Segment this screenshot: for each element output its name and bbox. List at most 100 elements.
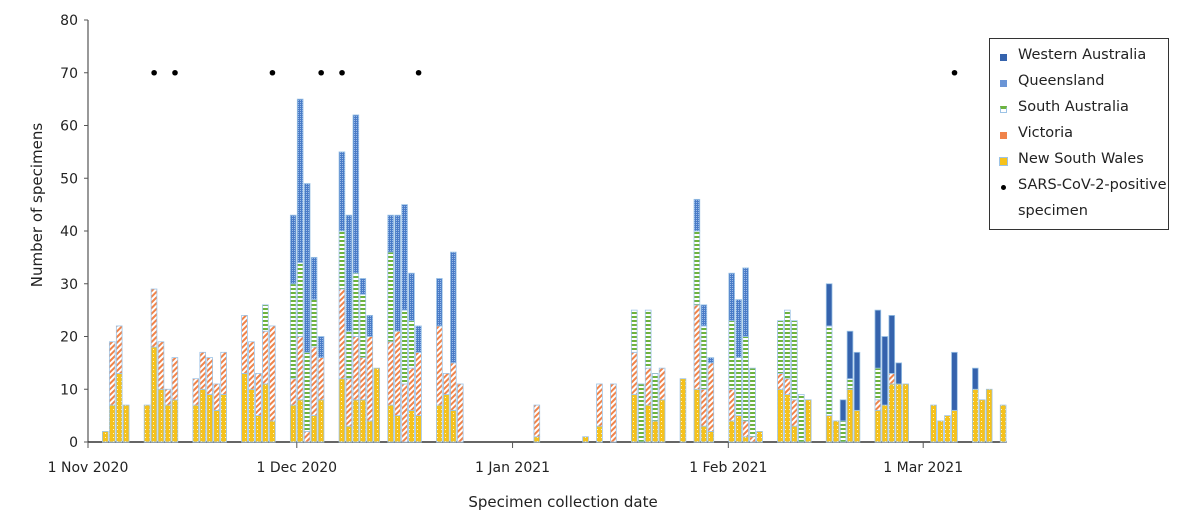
bar-stack (700, 304, 708, 443)
bar-segment-nsw (791, 425, 798, 443)
bar-stack (115, 325, 123, 443)
bar-segment-wa (839, 399, 847, 422)
legend-swatch (1000, 80, 1007, 87)
bars (102, 98, 1007, 443)
bar-segment-qld (394, 214, 401, 332)
bar-segment-nsw (895, 383, 903, 443)
positive-marker (339, 69, 345, 76)
bar-stack (213, 383, 220, 443)
bar-segment-vic (415, 351, 422, 417)
bar-stack (888, 314, 896, 443)
bar-stack (839, 399, 847, 443)
bar-stack (199, 351, 207, 443)
bar-segment-vic (262, 330, 269, 385)
legend-label: Queensland (1018, 73, 1105, 89)
bar-segment-vic (366, 336, 374, 422)
bar-segment-sa (637, 383, 645, 443)
bar-segment-sa (798, 394, 805, 443)
bar-segment-vic (220, 351, 227, 395)
bar-segment-nsw (658, 399, 666, 443)
bar-segment-nsw (143, 404, 151, 443)
x-tick-label: 1 Mar 2021 (883, 460, 963, 476)
bar-segment-nsw (693, 388, 701, 443)
bar-segment-qld (387, 214, 394, 253)
bar-stack (610, 383, 617, 443)
positive-marker (269, 69, 276, 76)
bar-segment-nsw (832, 420, 840, 443)
bar-segment-nsw (846, 388, 854, 443)
bar-stack (150, 288, 158, 443)
bar-segment-nsw (937, 420, 944, 443)
bar-segment-qld (735, 299, 742, 359)
bar-stack (303, 183, 311, 443)
bar-stack (296, 98, 304, 443)
bar-stack (791, 320, 798, 443)
bar-segment-nsw (930, 404, 937, 443)
bar-segment-vic (742, 420, 749, 438)
bar-segment-nsw (978, 399, 986, 443)
bar-stack (756, 431, 763, 443)
bar-segment-sa (791, 320, 798, 401)
bar-segment-sa (262, 304, 269, 332)
legend-label: Victoria (1018, 125, 1074, 141)
bar-segment-nsw (644, 404, 652, 443)
bar-segment-qld (707, 357, 715, 364)
bar-segment-nsw (317, 399, 325, 443)
bar-segment-vic (164, 388, 172, 406)
bar-segment-vic (610, 383, 617, 443)
bar-segment-vic (206, 357, 213, 395)
bar-segment-nsw (171, 399, 179, 443)
bar-segment-nsw (255, 415, 262, 443)
bar-segment-sa (352, 272, 360, 337)
bar-segment-nsw (679, 378, 687, 443)
bar-segment-qld (436, 278, 443, 327)
bar-segment-nsw (972, 388, 979, 443)
bar-segment-nsw (450, 409, 457, 443)
bar-stack (853, 351, 861, 443)
bar-stack (651, 373, 659, 443)
bar-segment-vic (700, 388, 708, 427)
bar-segment-wa (853, 351, 861, 411)
bar-stack (707, 357, 715, 443)
y-axis-title: Number of specimens (28, 123, 46, 288)
bar-stack (742, 267, 749, 443)
bar-segment-nsw (742, 436, 749, 443)
bar-stack (206, 357, 213, 443)
bar-segment-nsw (387, 404, 394, 443)
x-tick-label: 1 Nov 2020 (48, 460, 129, 476)
bar-segment-vic (408, 367, 415, 411)
bar-stack (937, 420, 944, 443)
legend-label: New South Wales (1018, 151, 1144, 167)
bar-stack (679, 378, 687, 443)
bar-segment-nsw (394, 415, 401, 443)
bar-stack (825, 283, 833, 443)
bar-stack (944, 415, 951, 443)
bar-stack (693, 198, 701, 443)
y-tick-label: 60 (60, 119, 78, 135)
bar-segment-sa (310, 299, 318, 348)
bar-stack (644, 309, 652, 443)
bar-stack (192, 378, 200, 443)
bar-stack (832, 420, 840, 443)
bar-segment-nsw (902, 383, 909, 443)
bar-stack (637, 383, 645, 443)
bar-segment-nsw (533, 436, 541, 443)
bar-segment-nsw (888, 383, 896, 443)
bar-segment-nsw (296, 399, 304, 443)
bar-stack (262, 304, 269, 443)
bar-segment-vic (108, 341, 116, 406)
bar-segment-nsw (366, 420, 374, 443)
bar-segment-qld (728, 272, 735, 322)
bar-stack (108, 341, 116, 443)
bar-segment-nsw (408, 409, 415, 443)
bar-stack (248, 341, 255, 443)
bar-segment-nsw (596, 425, 603, 443)
bar-stack (456, 383, 464, 443)
bar-segment-vic (596, 383, 603, 427)
bar-stack (255, 373, 262, 443)
bar-segment-vic (450, 362, 457, 411)
bar-stack (436, 278, 443, 443)
y-tick-label: 70 (60, 66, 78, 82)
bar-stack (533, 404, 541, 443)
bar-segment-qld (303, 183, 311, 353)
